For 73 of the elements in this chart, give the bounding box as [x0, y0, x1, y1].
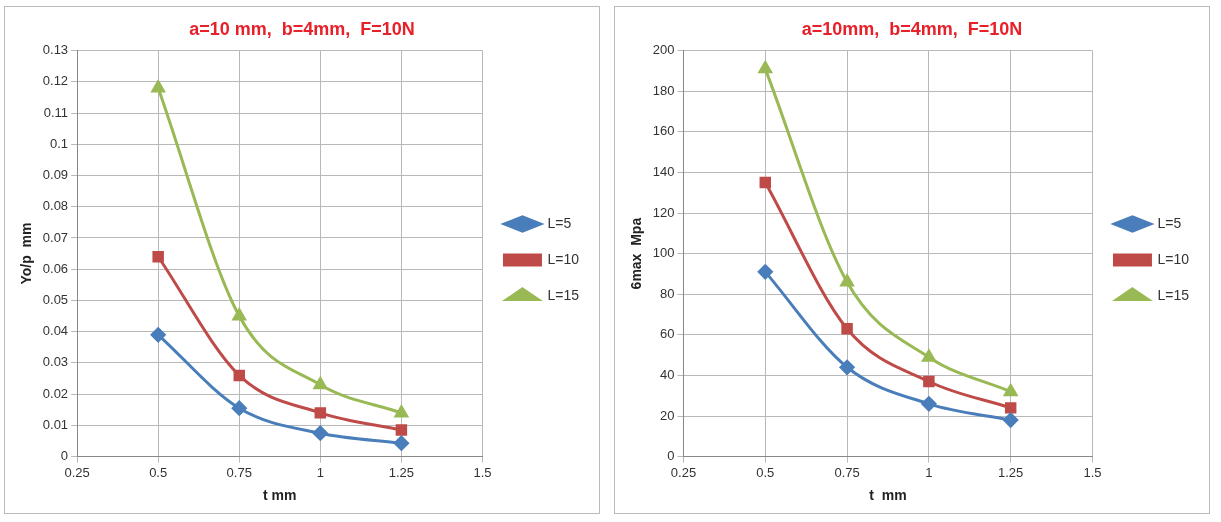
legend-label: L=5 [547, 214, 572, 231]
y-tick-label: 0.1 [50, 135, 69, 151]
point [232, 308, 246, 321]
legend-label: L=5 [1157, 214, 1182, 231]
point [150, 327, 166, 343]
point [921, 396, 937, 412]
y-tick-label: 120 [652, 204, 675, 220]
y-tick-label: 0.02 [42, 385, 69, 401]
x-axis-title: t mm [869, 487, 907, 504]
point [393, 435, 409, 451]
point [314, 407, 327, 419]
x-tick-label: 0.75 [226, 464, 252, 480]
x-tick-label: 1.25 [388, 464, 415, 480]
x-tick-label: 0.75 [834, 464, 860, 480]
point [152, 250, 164, 263]
point [1003, 384, 1018, 397]
point [312, 425, 328, 441]
point [841, 322, 853, 335]
point [233, 369, 245, 382]
y-tick-label: 80 [660, 285, 675, 301]
y-tick-label: 40 [660, 366, 675, 382]
y-tick-label: 0.11 [43, 104, 69, 120]
x-tick-label: 0.25 [670, 464, 697, 480]
y-tick-label: 180 [652, 82, 675, 98]
chart-title: a=10 mm, b=4mm, F=10N [189, 18, 415, 39]
y-tick-label: 100 [652, 245, 675, 261]
point [394, 405, 409, 418]
legend-label: L=10 [547, 250, 580, 267]
y-tick-label: 0.12 [42, 73, 69, 89]
x-tick-label: 1.5 [1083, 464, 1102, 480]
point [840, 274, 854, 287]
y-tick-label: 20 [660, 407, 675, 423]
point [923, 375, 935, 388]
point [758, 61, 772, 74]
y-tick-label: 0.07 [42, 229, 69, 245]
legend-label: L=15 [547, 286, 580, 303]
y-tick-label: 60 [660, 326, 675, 342]
legend-label: L=10 [1157, 250, 1190, 267]
x-tick-label: 0.5 [149, 464, 168, 480]
x-tick-label: 1.5 [473, 464, 492, 480]
point [757, 264, 773, 280]
x-tick-label: 1 [316, 464, 324, 480]
y-tick-label: 0.09 [42, 167, 69, 183]
y-tick-label: 0.05 [42, 292, 69, 308]
y-tick-label: 140 [652, 163, 675, 179]
y-tick-label: 0.04 [42, 323, 69, 339]
y-tick-label: 0.06 [42, 260, 69, 276]
x-tick-label: 0.25 [64, 464, 90, 480]
y-tick-label: 0 [60, 448, 69, 464]
point [922, 349, 936, 362]
y-axis-title: Yo/p mm [18, 222, 35, 285]
point [313, 377, 328, 390]
point [839, 359, 855, 375]
y-tick-label: 0.08 [42, 198, 69, 214]
point [1004, 402, 1017, 414]
chart-title: a=10mm, b=4mm, F=10N [801, 18, 1023, 39]
point [151, 80, 165, 93]
y-tick-label: 0.13 [42, 42, 69, 58]
x-tick-label: 1 [925, 464, 933, 480]
point [395, 424, 408, 436]
y-tick-label: 160 [652, 123, 675, 139]
point [231, 400, 247, 416]
y-tick-label: 0 [667, 448, 675, 464]
point [1003, 412, 1019, 428]
x-axis-title: t mm [263, 487, 297, 504]
x-tick-label: 1.25 [998, 464, 1024, 480]
y-tick-label: 0.03 [42, 354, 69, 370]
y-tick-label: 0.01 [42, 416, 69, 432]
legend-label: L=15 [1157, 286, 1190, 303]
y-tick-label: 200 [652, 42, 675, 58]
x-tick-label: 0.5 [756, 464, 775, 480]
y-axis-title: 6max Mpa [628, 217, 645, 290]
point [759, 176, 772, 189]
